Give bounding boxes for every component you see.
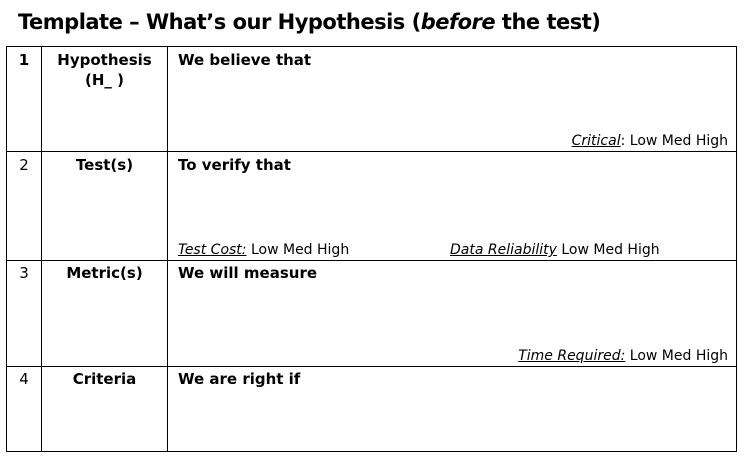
hypothesis-template-table: 1 Hypothesis (H_ ) We believe that Criti… — [6, 46, 737, 452]
rating-scale: Low Med High — [250, 242, 350, 258]
row-prompt-hypothesis: We believe that — [178, 51, 312, 69]
row-prompt-tests: To verify that — [178, 156, 291, 174]
row-label-criteria: Criteria — [72, 370, 137, 388]
rating-key: Test Cost: — [178, 242, 247, 258]
row-prompt-metrics: We will measure — [178, 264, 318, 282]
row-divider-3 — [7, 366, 736, 367]
column-divider-number — [41, 47, 42, 451]
rating-scale: Low Med High — [629, 348, 728, 364]
rating-test-cost: Test Cost: Low Med High — [178, 241, 349, 259]
rating-critical: Critical: Low Med High — [572, 132, 728, 150]
rating-key: Data Reliability — [450, 242, 557, 258]
row-label-hypothesis: Hypothesis (H_ ) — [57, 51, 152, 89]
row-number: 1 — [18, 51, 30, 69]
row-divider-1 — [7, 151, 736, 152]
rating-scale: Low Med High — [561, 242, 660, 258]
row-number: 4 — [19, 370, 29, 388]
row-label-tests: Test(s) — [75, 156, 134, 174]
row-number: 3 — [19, 264, 29, 282]
title-prefix: Template – What’s our Hypothesis ( — [18, 10, 421, 34]
rating-key: Time Required: — [518, 348, 626, 364]
page-title: Template – What’s our Hypothesis (before… — [18, 6, 601, 38]
title-suffix: the test) — [495, 10, 601, 34]
row-number: 2 — [19, 156, 29, 174]
row-divider-2 — [7, 260, 736, 261]
rating-scale: Low Med High — [629, 133, 728, 149]
column-divider-label — [167, 47, 168, 451]
row-prompt-criteria: We are right if — [178, 370, 301, 388]
title-emphasis: before — [420, 10, 496, 34]
rating-sep: : — [620, 133, 630, 149]
row-label-metrics: Metric(s) — [66, 264, 143, 282]
rating-data-reliability: Data Reliability Low Med High — [450, 241, 660, 259]
rating-key: Critical — [571, 133, 621, 149]
rating-time-required: Time Required: Low Med High — [518, 347, 728, 365]
